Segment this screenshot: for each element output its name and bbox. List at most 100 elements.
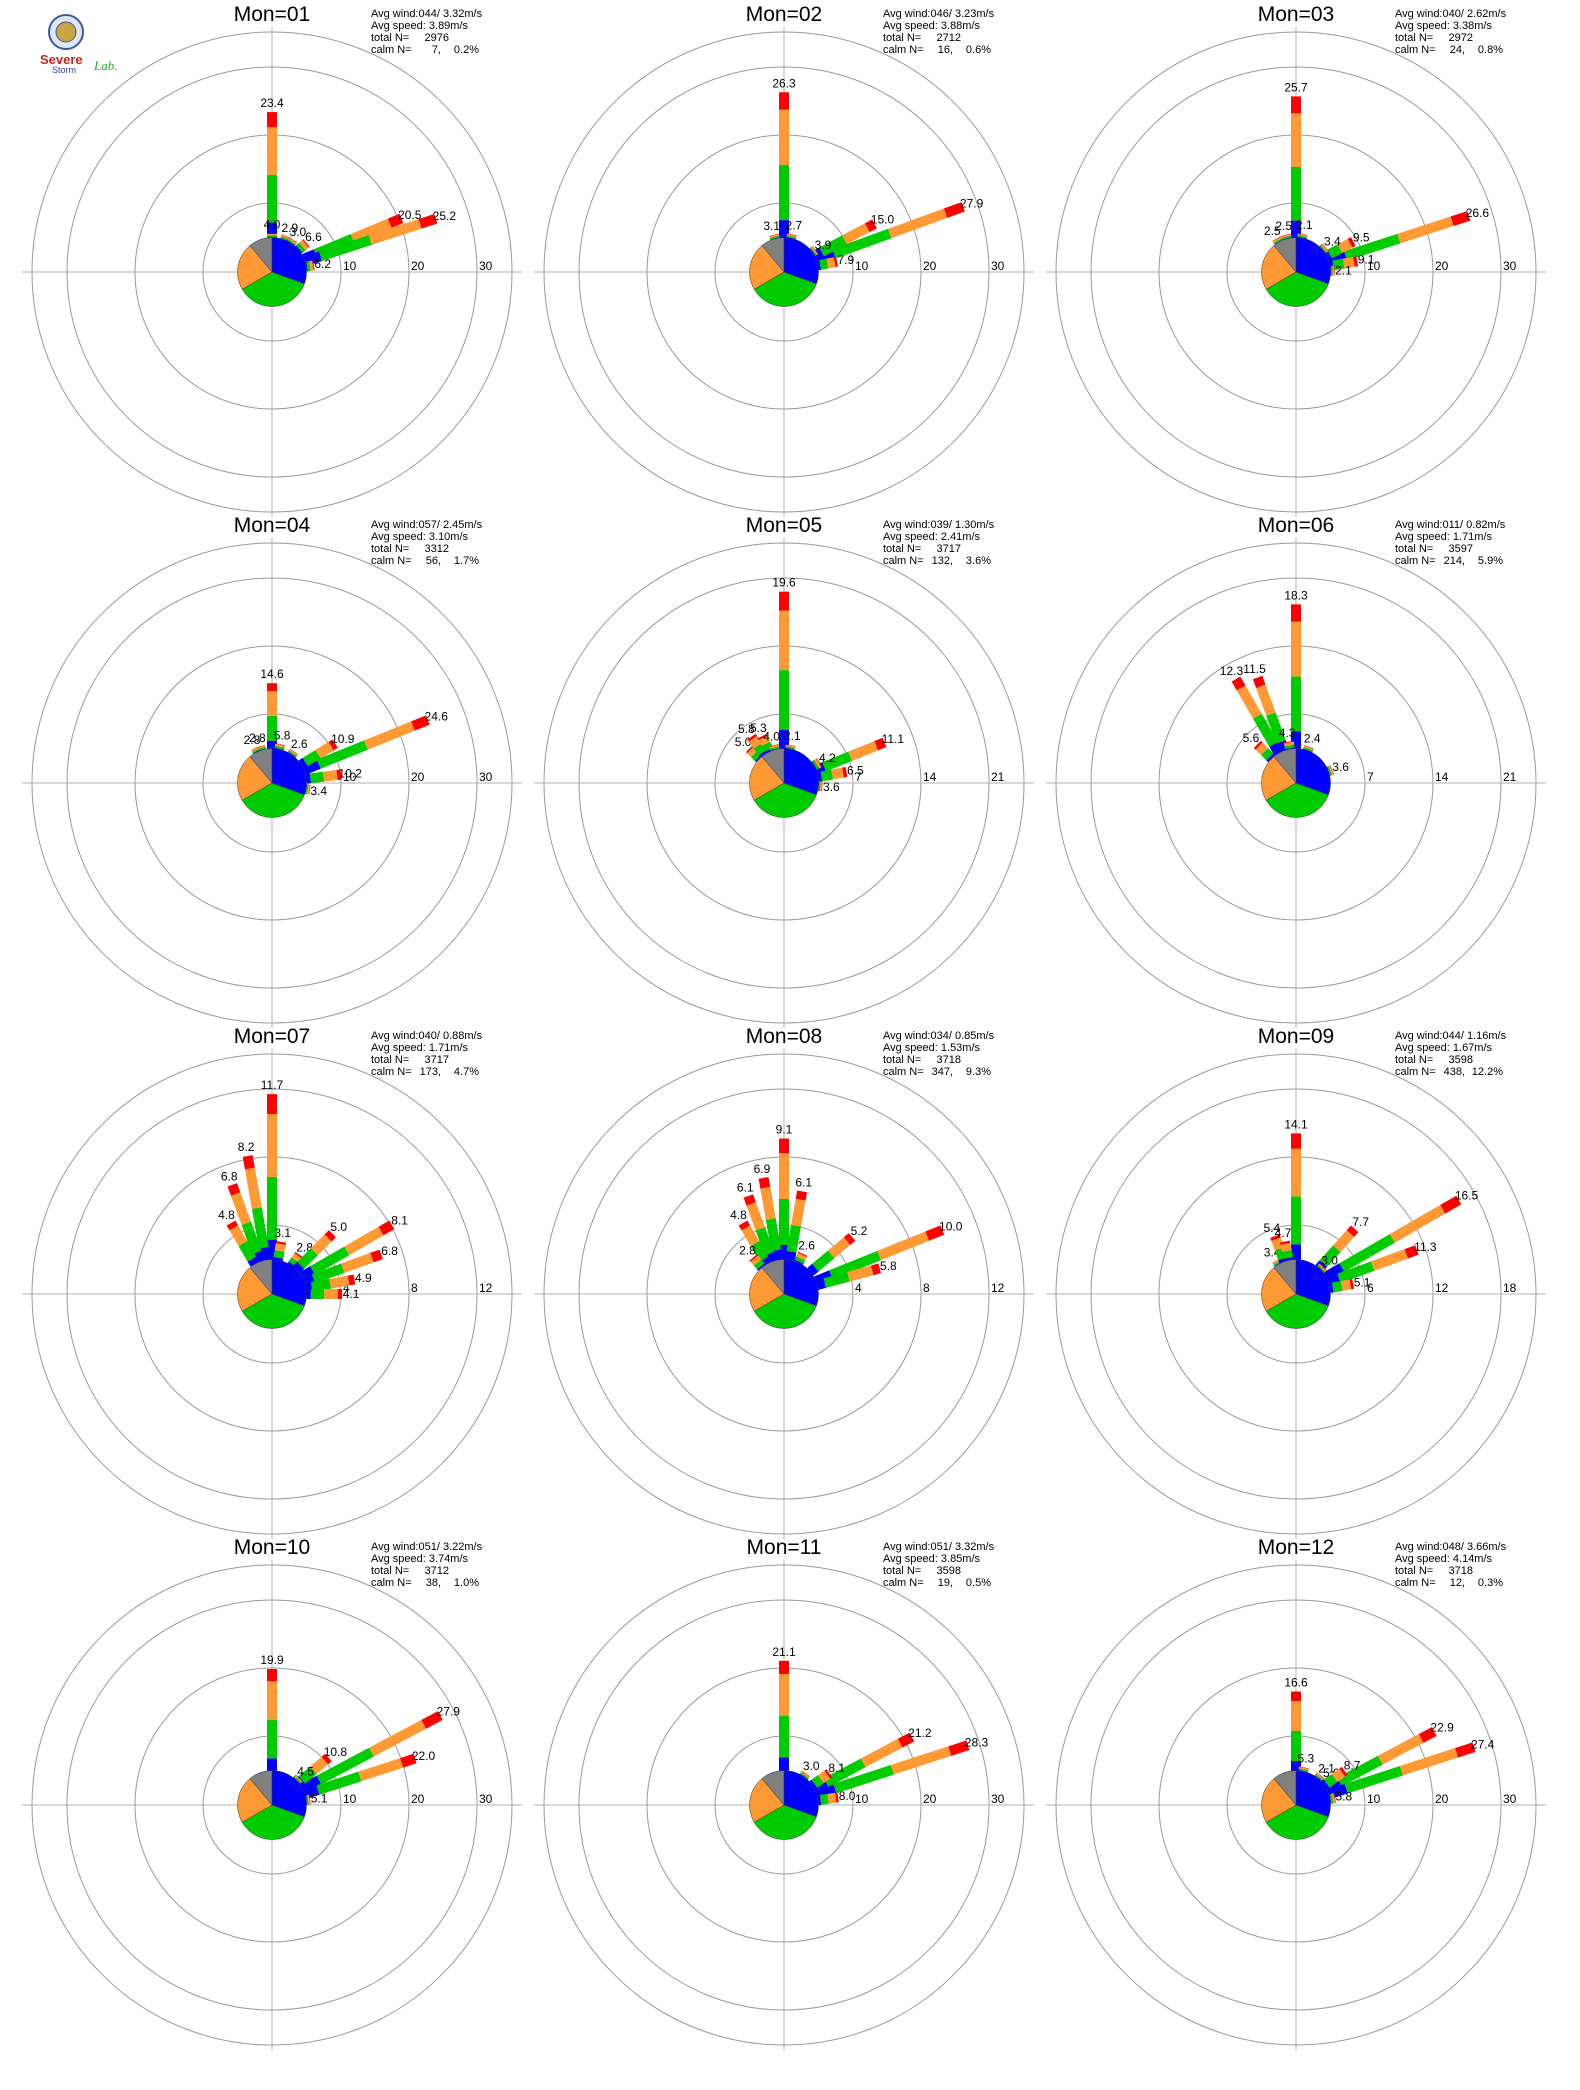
spoke-segment: [807, 1263, 819, 1276]
ring-label: 30: [479, 259, 493, 273]
spoke-value-label: 23.4: [260, 96, 284, 110]
stat-calm-value: 132,: [932, 555, 953, 567]
spoke-segment: [779, 1199, 789, 1245]
spoke-segment: [819, 258, 829, 270]
stat-avg-speed: Avg speed: 3.38m/s: [1395, 20, 1493, 32]
spoke-segment: [267, 1719, 277, 1759]
stat-total-value: 3718: [937, 1054, 961, 1066]
spoke-segment: [943, 202, 965, 218]
spoke-segment: [770, 236, 780, 240]
stat-avg-speed: Avg speed: 4.14m/s: [1395, 1553, 1493, 1565]
spoke-segment: [817, 1794, 822, 1806]
logo-text-lab: Lab.: [93, 58, 117, 73]
spoke-segment: [1299, 1766, 1309, 1769]
spoke-segment: [832, 228, 892, 259]
spoke-segment: [1339, 1234, 1395, 1272]
stat-total-value: 3717: [425, 1054, 449, 1066]
center-disc-segment: [753, 1804, 817, 1840]
spoke-segment: [757, 733, 768, 741]
spoke-segment: [829, 1250, 882, 1280]
ring-label: 10: [343, 770, 357, 784]
spoke-segment: [368, 219, 422, 245]
spoke-segment: [785, 744, 796, 747]
spoke-segment: [814, 758, 822, 769]
spoke-segment: [1291, 1691, 1301, 1702]
spoke-segment: [817, 781, 820, 792]
stat-avg-speed: Avg speed: 3.85m/s: [883, 1553, 981, 1565]
panel-title: Mon=04: [234, 514, 311, 537]
spoke-value-label: 12.3: [1220, 664, 1244, 678]
spoke-segment: [306, 1289, 311, 1299]
spoke-segment: [799, 1773, 809, 1780]
spoke-segment: [1231, 676, 1246, 691]
spoke-value-label: 16.5: [1455, 1189, 1479, 1203]
spoke-segment: [758, 735, 771, 747]
spoke-segment: [1318, 1263, 1327, 1272]
spoke-segment: [1291, 1196, 1301, 1245]
stat-avg-wind: Avg wind:044/ 3.32m/s: [371, 8, 483, 20]
spoke-segment: [294, 1774, 303, 1783]
stat-avg-wind: Avg wind:057/ 2.45m/s: [371, 519, 483, 531]
spoke-segment: [275, 743, 286, 746]
spoke-segment: [779, 220, 789, 238]
spoke-segment: [287, 237, 297, 245]
spoke-segment: [1328, 765, 1334, 776]
spoke-segment: [1252, 675, 1266, 688]
spoke-segment: [769, 233, 779, 237]
stat-total-label: total N=: [1395, 32, 1433, 44]
spoke-segment: [305, 784, 308, 794]
spoke-value-label: 11.7: [261, 1078, 284, 1092]
stat-calm-value: 56,: [426, 555, 441, 567]
spoke-segment: [816, 758, 823, 768]
spoke-segment: [809, 247, 816, 257]
spoke-segment: [1297, 236, 1307, 239]
center-disc-segment: [783, 1259, 819, 1307]
spoke-segment: [267, 233, 277, 236]
stat-calm-value: 347,: [932, 1066, 953, 1078]
spoke-segment: [843, 1233, 856, 1245]
spoke-segment: [827, 1792, 837, 1804]
stat-calm-label: calm N=: [371, 44, 412, 56]
panel-title: Mon=05: [746, 514, 822, 537]
panel-title: Mon=11: [747, 1536, 822, 1559]
spoke-segment: [1281, 235, 1292, 240]
spoke-segment: [800, 1770, 810, 1778]
spoke-segment: [1291, 1244, 1301, 1260]
spoke-value-label: 7.7: [1352, 1215, 1369, 1229]
spoke-segment: [312, 260, 315, 271]
spoke-value-label: 5.8: [1336, 1790, 1353, 1804]
spoke-value-label: 4.1: [343, 1287, 360, 1301]
spoke-segment: [1291, 1761, 1301, 1771]
stat-calm-pct: 0.3%: [1478, 1577, 1503, 1589]
spoke-segment: [378, 1220, 395, 1236]
spoke-segment: [779, 1153, 789, 1200]
spoke-segment: [287, 750, 298, 758]
spoke-segment: [1273, 237, 1283, 245]
spoke-segment: [1283, 1256, 1294, 1262]
spoke-segment: [769, 743, 779, 748]
spoke-segment: [274, 747, 285, 751]
spoke-segment: [779, 1715, 789, 1758]
spoke-segment: [746, 1202, 765, 1231]
spoke-value-label: 5.0: [330, 1220, 347, 1234]
ring-label: 10: [343, 1792, 357, 1806]
spoke-value-label: 4.3: [1279, 726, 1296, 740]
center-disc-segment: [749, 245, 785, 290]
spoke-value-label: 6.8: [381, 1244, 398, 1258]
spoke-value-label: 8.1: [828, 1761, 845, 1775]
spoke-segment: [275, 1240, 287, 1245]
stat-calm-pct: 1.0%: [454, 1577, 479, 1589]
spoke-segment: [816, 1278, 827, 1290]
spoke-segment: [1272, 236, 1282, 242]
stat-total-value: 3718: [1449, 1565, 1473, 1577]
spoke-segment: [302, 759, 321, 775]
spoke-segment: [1319, 245, 1327, 254]
ring-label: 7: [1367, 770, 1374, 784]
spoke-segment: [1303, 748, 1313, 753]
ring-label: 20: [923, 259, 937, 273]
spoke-segment: [860, 1738, 903, 1768]
spoke-segment: [1303, 746, 1314, 752]
spoke-value-label: 4.2: [819, 751, 836, 765]
